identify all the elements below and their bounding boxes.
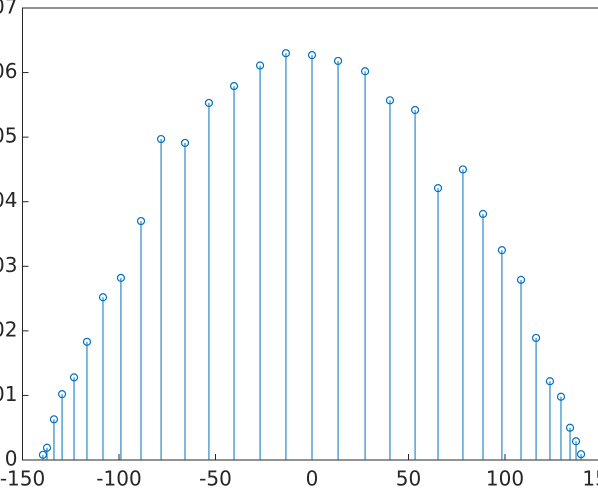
stem-marker [478,209,488,219]
x-tick-label: 50 [396,467,421,491]
x-tick-label: -100 [96,467,141,491]
stem-marker [333,56,343,66]
stem-marker [576,450,586,459]
stem-marker [360,67,370,76]
stem-marker [497,246,507,255]
x-tick-label: -150 [0,467,45,491]
stem-marker [571,437,581,446]
y-tick-label: 0 [5,447,18,471]
stem-marker [531,333,541,343]
stem-marker [156,134,166,144]
stem-marker [38,450,48,459]
stem-marker [307,51,317,60]
stem-marker [410,105,420,115]
stem-marker [98,293,108,302]
stem-marker [136,216,146,226]
y-tick-label: 0.06 [0,59,18,83]
plot-area [22,7,598,461]
y-tick-label: 0.03 [0,253,18,277]
x-tick-label: 100 [486,467,524,491]
stem-marker [180,138,190,148]
x-tick-label: -50 [199,467,232,491]
y-tick-label: 0.04 [0,188,18,212]
stem-marker [458,165,468,174]
y-tick-label: 0.01 [0,382,18,406]
x-tick-label: 0 [306,467,319,491]
stem-marker [565,423,575,432]
stem-marker [49,415,59,424]
y-tick-label: 0.02 [0,317,18,341]
stem-marker [433,184,443,193]
stem-marker [545,377,555,386]
stem-marker [204,98,214,108]
x-tick-label: 150 [582,467,598,491]
stem-marker [69,373,79,382]
stem-marker [385,96,395,105]
stem-marker [82,337,92,346]
stem-marker [281,49,291,58]
stem-marker [229,82,239,91]
stem-marker [516,275,526,284]
y-tick-label: 0.07 [0,0,18,19]
stem-marker [556,392,566,401]
y-tick-label: 0.05 [0,124,18,148]
stem-marker [42,443,52,452]
stem-marker [116,273,126,283]
stem-marker [57,390,67,399]
stem-marker [255,61,265,70]
